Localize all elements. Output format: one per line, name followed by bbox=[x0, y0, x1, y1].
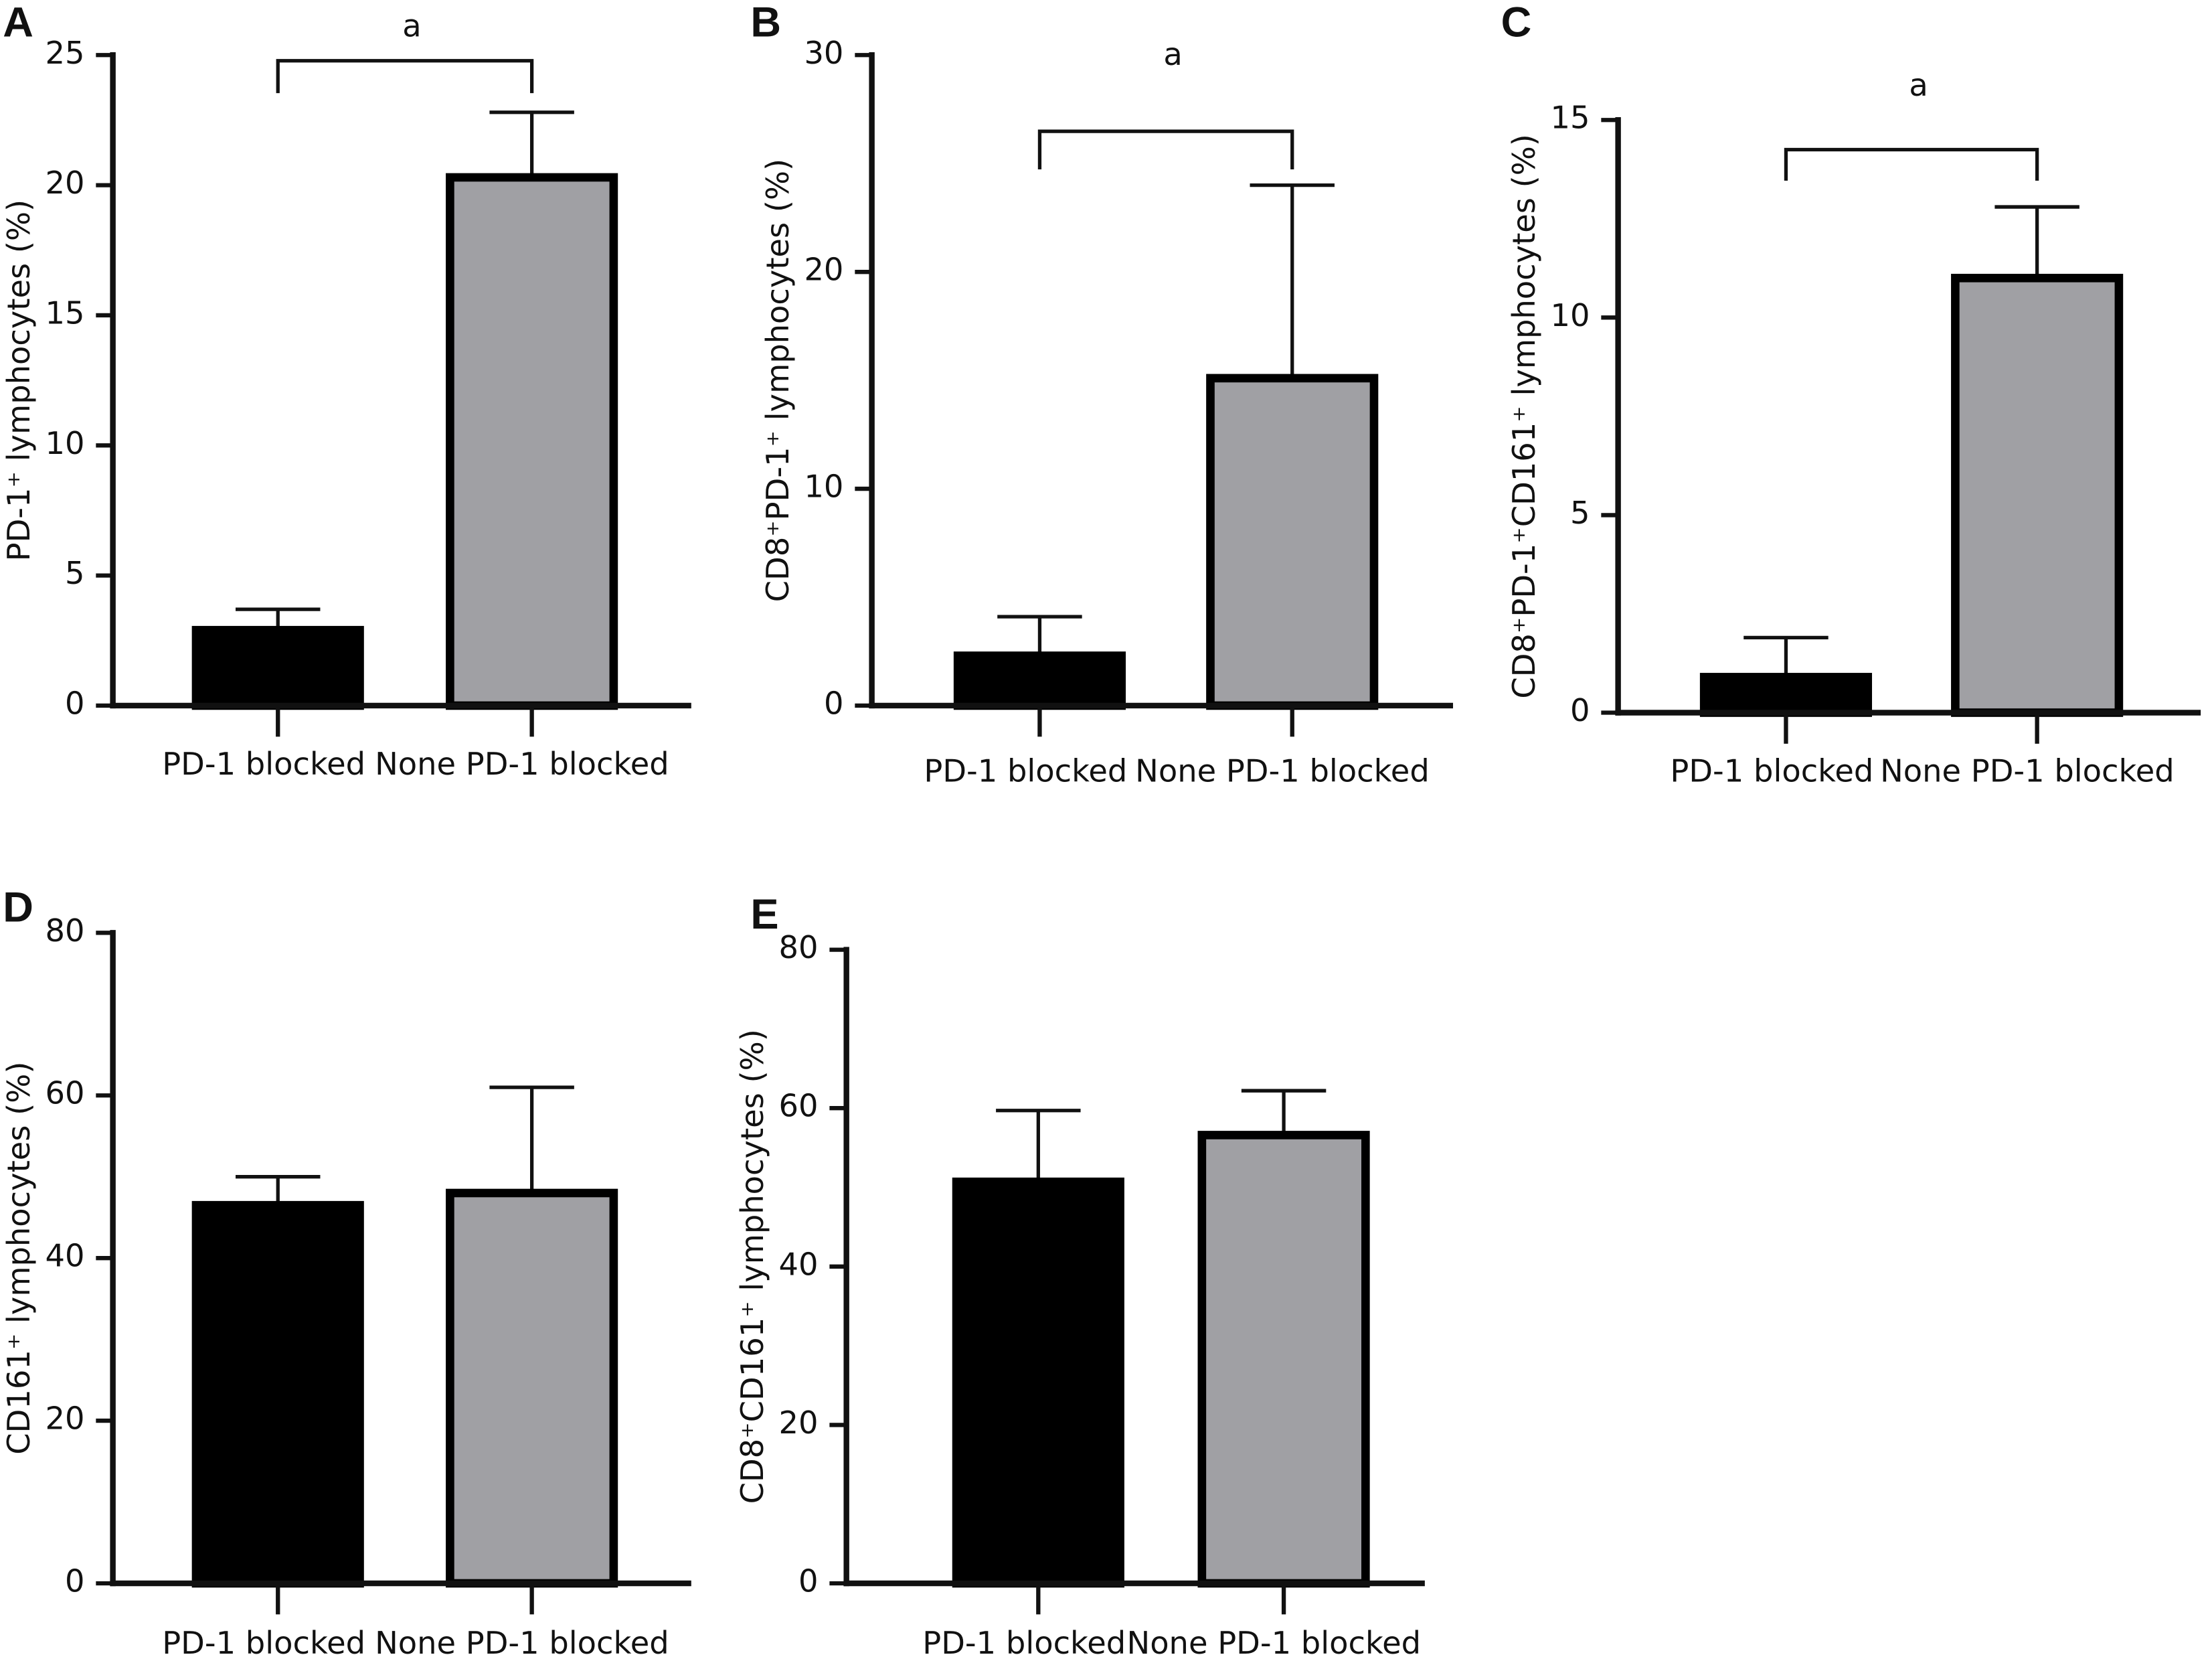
x-tick-label: None PD-1 blocked bbox=[1880, 753, 2175, 789]
x-tick-label: None PD-1 blocked bbox=[1127, 1625, 1422, 1661]
y-axis-label: CD8⁺PD-1⁺CD161⁺ lymphocytes (%) bbox=[1506, 134, 1542, 699]
y-tick-label: 5 bbox=[65, 555, 84, 591]
y-tick-label: 0 bbox=[1570, 692, 1590, 728]
significance-label: a bbox=[402, 8, 421, 44]
y-tick-label: 60 bbox=[779, 1088, 819, 1124]
significance-bracket bbox=[1784, 147, 2039, 181]
significance-label: a bbox=[1163, 36, 1182, 72]
bar bbox=[1206, 374, 1379, 710]
y-tick-label: 80 bbox=[779, 929, 819, 965]
panel-label: B bbox=[750, 0, 781, 46]
significance-bracket bbox=[276, 59, 534, 94]
y-tick-label: 15 bbox=[1550, 100, 1590, 136]
x-tick-label: None PD-1 blocked bbox=[375, 1625, 669, 1661]
x-tick-label: PD-1 blocked bbox=[924, 753, 1127, 789]
y-tick-label: 10 bbox=[1550, 297, 1590, 333]
bar bbox=[446, 1188, 618, 1588]
y-tick-label: 40 bbox=[45, 1238, 84, 1274]
bar bbox=[1951, 273, 2124, 717]
y-tick-label: 5 bbox=[1570, 495, 1590, 531]
y-axis-label: CD8⁺PD-1⁺ lymphocytes (%) bbox=[760, 159, 796, 603]
x-tick-label: PD-1 blocked bbox=[162, 746, 365, 782]
y-tick-label: 80 bbox=[45, 913, 84, 949]
bar bbox=[191, 1200, 364, 1588]
y-tick-label: 15 bbox=[45, 295, 84, 331]
bar bbox=[446, 173, 618, 710]
y-tick-label: 40 bbox=[779, 1246, 819, 1282]
panel-label: D bbox=[3, 884, 33, 931]
bar bbox=[1699, 673, 1873, 717]
significance-bracket bbox=[1037, 129, 1294, 170]
y-tick-label: 10 bbox=[804, 469, 843, 505]
y-tick-label: 0 bbox=[798, 1563, 819, 1599]
panel-label: E bbox=[750, 891, 778, 938]
y-tick-label: 20 bbox=[45, 165, 84, 201]
y-tick-label: 30 bbox=[804, 35, 843, 71]
x-tick-label: None PD-1 blocked bbox=[375, 746, 669, 782]
y-tick-label: 20 bbox=[804, 252, 843, 288]
y-tick-label: 0 bbox=[65, 1563, 84, 1599]
y-tick-label: 20 bbox=[45, 1401, 84, 1437]
x-tick-label: PD-1 blocked bbox=[1670, 753, 1873, 789]
bar bbox=[952, 1177, 1124, 1588]
panel-label: C bbox=[1501, 0, 1532, 46]
x-tick-label: None PD-1 blocked bbox=[1135, 753, 1430, 789]
bar bbox=[953, 651, 1126, 710]
y-axis-label: PD-1⁺ lymphocytes (%) bbox=[1, 200, 37, 561]
y-tick-label: 0 bbox=[65, 685, 84, 721]
y-tick-label: 10 bbox=[45, 425, 84, 461]
x-tick-label: PD-1 blocked bbox=[162, 1625, 365, 1661]
y-tick-label: 60 bbox=[45, 1075, 84, 1111]
bar bbox=[191, 625, 364, 710]
y-tick-label: 0 bbox=[824, 685, 844, 721]
bar bbox=[1197, 1131, 1370, 1588]
panel-label: A bbox=[3, 0, 33, 46]
y-tick-label: 20 bbox=[779, 1405, 819, 1441]
x-tick-label: PD-1 blocked bbox=[922, 1625, 1126, 1661]
significance-label: a bbox=[1909, 67, 1928, 103]
y-axis-label: CD8⁺CD161⁺ lymphocytes (%) bbox=[734, 1029, 770, 1504]
y-axis-label: CD161⁺ lymphocytes (%) bbox=[1, 1062, 37, 1455]
y-tick-label: 25 bbox=[45, 35, 84, 71]
